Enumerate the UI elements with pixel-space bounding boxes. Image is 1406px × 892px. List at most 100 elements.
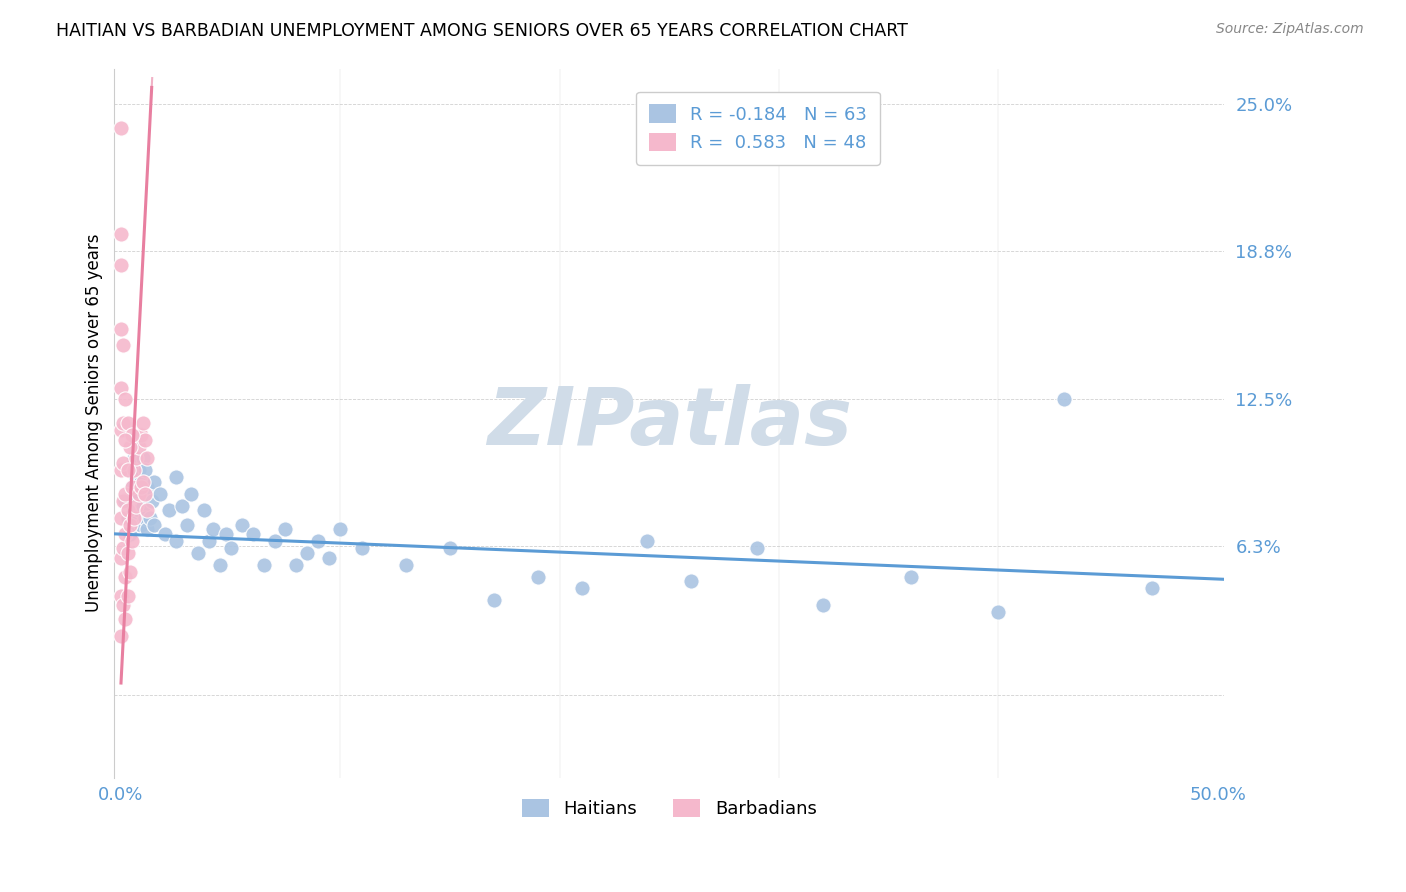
Point: [121, 510, 143, 524]
Point: [636, 534, 658, 549]
Point: [176, 517, 198, 532]
Point: [121, 480, 143, 494]
Point: [395, 558, 418, 572]
Point: [134, 433, 156, 447]
Point: [681, 574, 703, 589]
Point: [318, 550, 340, 565]
Point: [125, 451, 148, 466]
Point: [114, 494, 136, 508]
Point: [193, 503, 215, 517]
Point: [121, 480, 143, 494]
Point: [128, 503, 150, 517]
Point: [121, 534, 143, 549]
Point: [142, 517, 165, 532]
Point: [134, 510, 156, 524]
Point: [157, 503, 180, 517]
Point: [128, 440, 150, 454]
Point: [128, 487, 150, 501]
Point: [110, 463, 132, 477]
Point: [125, 470, 148, 484]
Point: [112, 494, 135, 508]
Point: [987, 605, 1010, 619]
Point: [219, 541, 242, 556]
Point: [110, 550, 132, 565]
Point: [136, 503, 159, 517]
Point: [117, 503, 139, 517]
Point: [138, 510, 160, 524]
Point: [117, 416, 139, 430]
Point: [187, 546, 209, 560]
Point: [128, 463, 150, 477]
Point: [136, 480, 159, 494]
Point: [153, 527, 176, 541]
Point: [110, 120, 132, 135]
Point: [110, 321, 132, 335]
Point: [110, 227, 132, 241]
Point: [526, 569, 548, 583]
Point: [1140, 582, 1163, 596]
Point: [122, 487, 145, 501]
Point: [118, 565, 141, 579]
Point: [439, 541, 461, 556]
Point: [172, 499, 194, 513]
Point: [202, 522, 225, 536]
Point: [263, 534, 285, 549]
Point: [136, 522, 159, 536]
Point: [329, 522, 352, 536]
Point: [231, 517, 253, 532]
Point: [117, 463, 139, 477]
Text: Source: ZipAtlas.com: Source: ZipAtlas.com: [1216, 22, 1364, 37]
Point: [285, 558, 308, 572]
Point: [180, 487, 202, 501]
Point: [136, 451, 159, 466]
Point: [141, 494, 163, 508]
Point: [118, 517, 141, 532]
Point: [132, 416, 155, 430]
Point: [110, 629, 132, 643]
Point: [129, 480, 152, 494]
Point: [121, 428, 143, 442]
Point: [129, 475, 152, 490]
Point: [215, 527, 238, 541]
Point: [129, 428, 152, 442]
Point: [112, 541, 135, 556]
Point: [117, 546, 139, 560]
Point: [134, 487, 156, 501]
Point: [165, 534, 187, 549]
Point: [274, 522, 297, 536]
Point: [110, 423, 132, 437]
Y-axis label: Unemployment Among Seniors over 65 years: Unemployment Among Seniors over 65 years: [86, 234, 103, 612]
Point: [114, 392, 136, 407]
Point: [110, 510, 132, 524]
Text: HAITIAN VS BARBADIAN UNEMPLOYMENT AMONG SENIORS OVER 65 YEARS CORRELATION CHART: HAITIAN VS BARBADIAN UNEMPLOYMENT AMONG …: [56, 22, 908, 40]
Legend: Haitians, Barbadians: Haitians, Barbadians: [515, 791, 824, 825]
Point: [117, 589, 139, 603]
Point: [1053, 392, 1076, 407]
Point: [118, 463, 141, 477]
Point: [114, 433, 136, 447]
Point: [132, 499, 155, 513]
Point: [132, 475, 155, 490]
Point: [132, 451, 155, 466]
Point: [125, 499, 148, 513]
Point: [900, 569, 922, 583]
Point: [208, 558, 231, 572]
Point: [197, 534, 219, 549]
Point: [129, 517, 152, 532]
Point: [811, 598, 834, 612]
Point: [118, 527, 141, 541]
Point: [165, 470, 187, 484]
Point: [117, 510, 139, 524]
Point: [112, 598, 135, 612]
Point: [118, 440, 141, 454]
Point: [252, 558, 274, 572]
Point: [352, 541, 374, 556]
Point: [112, 338, 135, 352]
Point: [114, 569, 136, 583]
Point: [297, 546, 319, 560]
Point: [571, 582, 593, 596]
Point: [745, 541, 768, 556]
Point: [114, 612, 136, 626]
Point: [242, 527, 264, 541]
Point: [122, 451, 145, 466]
